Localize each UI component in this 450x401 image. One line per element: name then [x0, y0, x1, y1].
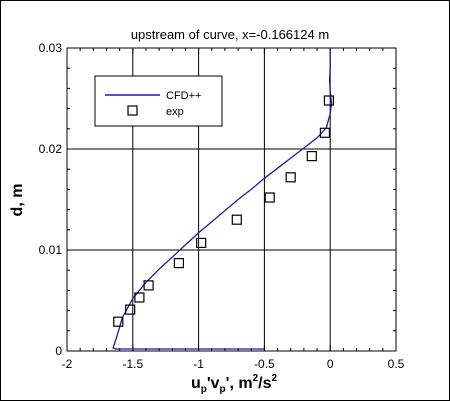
x-tick-label: 0.5: [388, 357, 405, 371]
data-point-exp: [125, 304, 136, 315]
data-point-exp: [319, 127, 330, 138]
axis-ticks: [66, 47, 397, 352]
xlabel-part-6: /s: [258, 375, 271, 392]
x-tick-label: -0.5: [254, 357, 275, 371]
data-point-exp: [306, 151, 317, 162]
y-tick-label: 0.03: [39, 41, 63, 55]
data-point-exp: [285, 172, 296, 183]
y-axis-label: d, m: [9, 184, 26, 217]
x-tick-label: 0: [327, 357, 334, 371]
xlabel-part-3: p: [220, 384, 226, 395]
xlabel-part-5: 2: [253, 373, 259, 384]
data-point-exp: [113, 316, 124, 327]
x-tick-label: -2: [62, 357, 73, 371]
y-tick-labels: 0 0.01 0.02 0.03: [39, 41, 63, 358]
data-point-exp: [196, 237, 207, 248]
xlabel-part-0: u: [191, 375, 201, 392]
data-point-exp: [134, 292, 145, 303]
x-tick-labels: -2 -1.5 -1 -0.5 0 0.5: [62, 357, 405, 371]
legend-label-cfd: CFD++: [166, 90, 201, 102]
xlabel-part-4: ', m: [226, 375, 253, 392]
legend: CFD++ exp: [94, 75, 223, 127]
plot-area-border: [66, 47, 397, 352]
data-point-exp: [143, 280, 154, 291]
xlabel-part-2: 'v: [207, 375, 220, 392]
y-tick-label: 0.02: [39, 142, 63, 156]
legend-box: [94, 75, 223, 127]
series-line-cfd: [112, 48, 333, 350]
x-tick-label: -1: [193, 357, 204, 371]
y-tick-label: 0: [55, 344, 62, 358]
legend-marker-exp: [127, 105, 138, 116]
data-point-exp: [231, 214, 242, 225]
xlabel-part-7: 2: [271, 373, 277, 384]
y-tick-label: 0.01: [39, 243, 63, 257]
legend-label-exp: exp: [166, 106, 184, 118]
series-layer: [112, 48, 334, 350]
x-tick-label: -1.5: [122, 357, 143, 371]
x-axis-label: up'vp', m2/s2: [191, 373, 278, 395]
data-point-exp: [173, 258, 184, 269]
chart-title: upstream of curve, x=-0.166124 m: [131, 27, 329, 42]
xlabel-part-1: p: [201, 384, 207, 395]
data-point-exp: [323, 95, 334, 106]
data-point-exp: [264, 192, 275, 203]
